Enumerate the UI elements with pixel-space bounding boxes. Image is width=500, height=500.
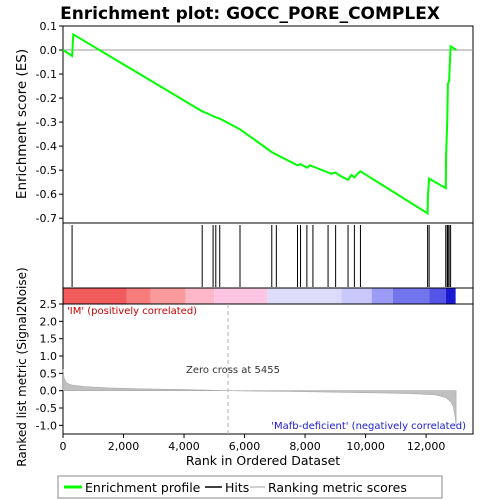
bottom-y-tick-label: 1.0 <box>40 350 58 363</box>
positive-correlation-label: 'IM' (positively correlated) <box>67 306 197 317</box>
ranking-metric-area <box>62 369 457 426</box>
top-y-tick-label: 0.1 <box>40 20 58 33</box>
x-tick-label: 6,000 <box>229 440 261 453</box>
bottom-y-tick-label: -1.0 <box>36 419 57 432</box>
gradient-segment <box>392 288 430 304</box>
gradient-segment <box>429 288 446 304</box>
gradient-segment <box>126 288 151 304</box>
bottom-y-tick-label: -0.5 <box>36 402 57 415</box>
x-tick-label: 2,000 <box>108 440 140 453</box>
top-y-tick-label: -0.6 <box>36 188 57 201</box>
enrichment-profile-line <box>62 32 457 216</box>
gradient-segment <box>371 288 393 304</box>
enrichment-score-panel: 0.1 0.0 -0.1 -0.2 -0.3 -0.4 -0.5 -0.6 -0.7 Enric… <box>14 20 474 225</box>
hit-lines <box>71 225 452 287</box>
x-tick-label: 10,000 <box>346 440 385 453</box>
top-y-tick-label: -0.3 <box>36 116 57 129</box>
negative-correlation-label: 'Mafb-deficient' (negatively correlated) <box>271 421 466 432</box>
top-y-axis-label: Enrichment score (ES) <box>14 49 30 199</box>
top-y-tick-label: -0.2 <box>36 92 57 105</box>
x-tick-label: 12,000 <box>407 440 446 453</box>
top-y-tick-label: -0.5 <box>36 164 57 177</box>
bottom-y-tick-label: 2.0 <box>40 315 58 328</box>
bottom-y-tick-label: 0.5 <box>40 367 58 380</box>
legend: Enrichment profile Hits Ranking metric s… <box>57 475 443 499</box>
gradient-segment <box>341 288 372 304</box>
x-tick-label: 0 <box>60 440 67 453</box>
gradient-segment <box>267 288 342 304</box>
gradient-segment <box>63 288 127 304</box>
top-y-tick-label: 0.0 <box>40 44 58 57</box>
bottom-x-ticks: 0 2,000 4,000 6,000 8,000 10,000 12,000 <box>60 434 446 453</box>
ranking-gradient-bar <box>63 288 473 304</box>
top-y-tick-label: -0.4 <box>36 140 57 153</box>
bottom-y-tick-label: 0.0 <box>40 385 58 398</box>
legend-ranking-label: Ranking metric scores <box>268 480 407 495</box>
top-y-tick-label: -0.1 <box>36 68 57 81</box>
legend-hits-label: Hits <box>225 480 249 495</box>
chart-title: Enrichment plot: GOCC_PORE_COMPLEX <box>60 4 440 24</box>
x-axis-label: Rank in Ordered Dataset <box>186 453 340 468</box>
gradient-segment <box>214 288 268 304</box>
gradient-segment <box>150 288 186 304</box>
bottom-panel-frame <box>62 303 474 435</box>
bottom-y-tick-label: 2.5 <box>40 298 58 311</box>
bottom-y-tick-label: 1.5 <box>40 333 58 346</box>
bottom-y-ticks: 2.5 2.0 1.5 1.0 0.5 0.0 -0.5 -1.0 <box>36 298 63 432</box>
x-tick-label: 8,000 <box>289 440 321 453</box>
bottom-y-axis-label: Ranked list metric (Signal2Noise) <box>15 267 29 466</box>
legend-enrichment-label: Enrichment profile <box>85 480 201 495</box>
ranked-metric-panel: 2.5 2.0 1.5 1.0 0.5 0.0 -0.5 -1.0 0 2,000 4,000 6,… <box>15 267 474 468</box>
zero-cross-label: Zero cross at 5455 <box>186 365 280 376</box>
top-y-tick-label: -0.7 <box>36 212 57 225</box>
gradient-tail <box>455 288 473 304</box>
gradient-segment <box>185 288 215 304</box>
x-tick-label: 4,000 <box>168 440 200 453</box>
gradient-segment <box>445 288 456 304</box>
top-y-ticks: 0.1 0.0 -0.1 -0.2 -0.3 -0.4 -0.5 -0.6 -0.7 <box>36 20 63 225</box>
